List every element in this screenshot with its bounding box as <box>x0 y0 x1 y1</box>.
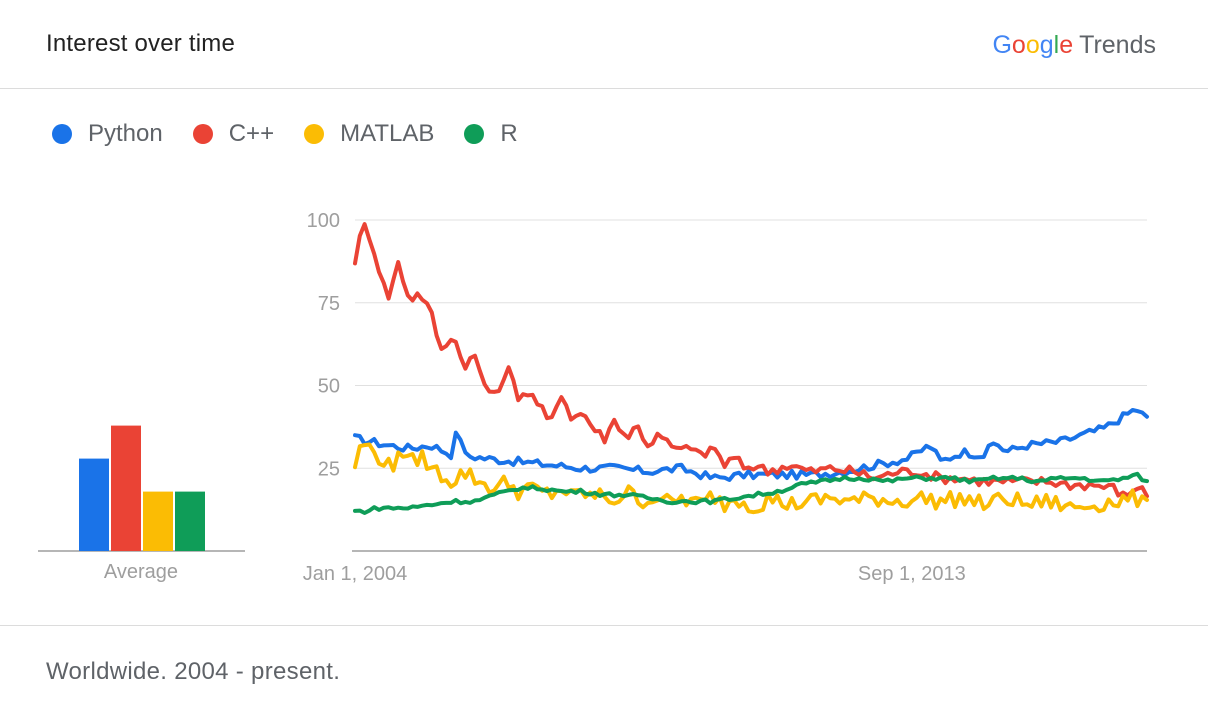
page-title: Interest over time <box>46 30 236 57</box>
brand-letter: o <box>1011 31 1026 59</box>
legend-item-matlab[interactable]: MATLAB <box>304 120 434 148</box>
brand-google: Google <box>992 31 1073 59</box>
legend-dot-python <box>52 124 72 144</box>
legend-label-cpp: C++ <box>228 120 275 147</box>
google-trends-logo[interactable]: Google Trends <box>992 31 1156 60</box>
brand-trends: Trends <box>1079 31 1156 59</box>
average-bar-r <box>175 491 205 551</box>
average-bar-matlab <box>143 491 173 551</box>
y-tick-label: 50 <box>318 376 340 398</box>
y-tick-label: 25 <box>318 458 340 480</box>
header: Interest over time Google Trends <box>0 0 1208 89</box>
series-line-r <box>353 471 1149 515</box>
x-tick-label: Sep 1, 2013 <box>858 563 966 585</box>
legend-dot-matlab <box>304 124 325 144</box>
legend-label-matlab: MATLAB <box>340 120 435 147</box>
series-line-cpp <box>353 222 1149 499</box>
average-bar-cpp <box>111 425 141 551</box>
legend-item-python[interactable]: Python <box>52 120 163 148</box>
brand-letter: G <box>992 31 1012 59</box>
x-tick-label: Jan 1, 2004 <box>303 563 408 585</box>
series-line-python <box>353 408 1149 482</box>
footer-note: Worldwide. 2004 - present. <box>46 658 341 685</box>
legend-label-r: R <box>500 120 518 147</box>
average-label: Average <box>104 561 178 583</box>
chart-legend: Python C++ MATLAB R <box>52 120 548 148</box>
footer-divider <box>0 625 1208 626</box>
legend-item-r[interactable]: R <box>464 120 518 148</box>
brand-letter: e <box>1059 31 1074 59</box>
y-tick-label: 75 <box>318 293 340 315</box>
brand-letter: g <box>1039 31 1054 59</box>
legend-dot-cpp <box>192 124 213 144</box>
legend-label-python: Python <box>88 120 163 147</box>
average-bar-python <box>79 458 109 551</box>
brand-letter: o <box>1025 31 1040 59</box>
legend-item-cpp[interactable]: C++ <box>192 120 275 148</box>
legend-dot-r <box>464 124 485 144</box>
brand-letter: l <box>1053 31 1060 59</box>
series-line-matlab <box>353 442 1149 515</box>
y-tick-label: 100 <box>307 210 340 232</box>
